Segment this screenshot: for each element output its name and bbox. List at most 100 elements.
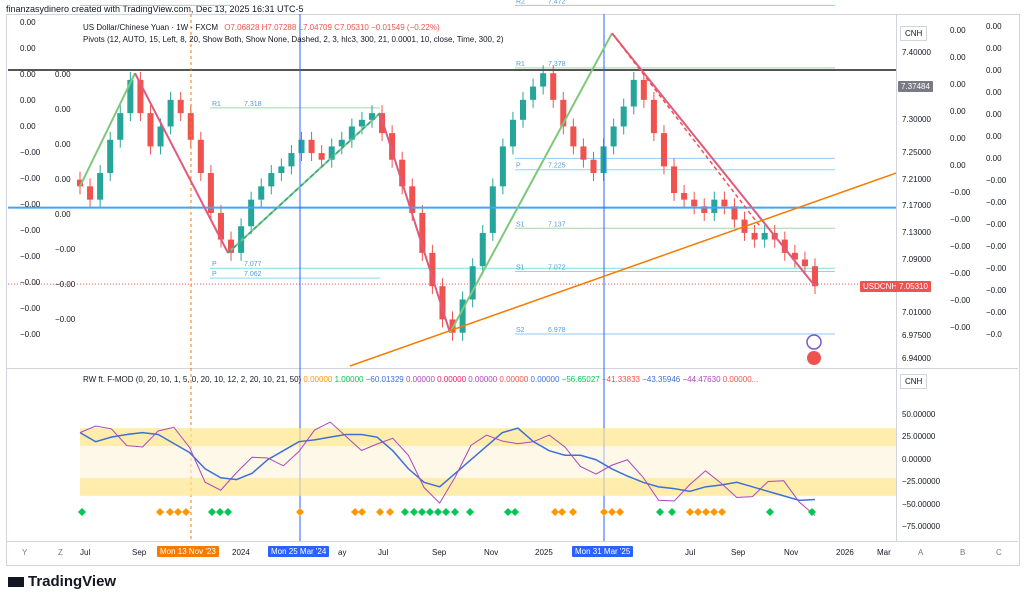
overlay-value: 0.00: [20, 96, 36, 105]
projection-dashed: [611, 32, 761, 227]
pivot-value: 7.472: [548, 0, 566, 5]
ohlc-low: L7.04709: [298, 23, 332, 32]
candle-body: [791, 252, 798, 260]
overlay-value: −0.00: [20, 304, 41, 313]
candle-body: [348, 126, 355, 140]
candle-body: [630, 79, 637, 107]
indicator-value: 1.00000: [332, 375, 364, 384]
time-label: 2025: [535, 548, 553, 557]
pivot-label: S1: [516, 221, 525, 228]
scale-toggle[interactable]: A: [918, 548, 924, 557]
candle-body: [519, 99, 527, 120]
price-tick: 6.97500: [902, 331, 931, 341]
time-label: Sep: [132, 548, 147, 557]
indicator-value: 0.00000: [466, 375, 498, 384]
price-tick: 7.17000: [902, 201, 931, 211]
overlay-value: 0.00: [986, 110, 1002, 119]
price-tick: 6.94000: [902, 354, 931, 364]
pivot-value: 7.225: [548, 163, 566, 170]
flag-icon: [807, 351, 821, 365]
pane-divider[interactable]: [6, 368, 1018, 369]
overlay-value: 0.00: [950, 107, 966, 116]
overlay-value: 0.00: [55, 210, 71, 219]
signal-diamond: [600, 508, 608, 516]
price-tick: 7.30000: [902, 114, 931, 124]
time-label: Jul: [685, 548, 696, 557]
candle-body: [197, 139, 204, 174]
overlay-value: −0.00: [20, 278, 41, 287]
pivot-value: 7.062: [244, 271, 262, 278]
indicator-value: 0.00000: [303, 375, 333, 384]
candle-body: [248, 199, 255, 227]
scale-toggle[interactable]: B: [960, 548, 966, 557]
signal-diamond: [702, 508, 710, 516]
scale-toggle[interactable]: Y: [22, 548, 28, 557]
pivots-indicator-title[interactable]: Pivots (12, AUTO, 15, Left, 8, 20, Show …: [83, 35, 504, 44]
pivot-label: R1: [516, 61, 525, 68]
signal-diamond: [426, 508, 434, 516]
ohlc-close: C7.05310: [334, 23, 369, 32]
candle-body: [107, 139, 114, 174]
tradingview-logo[interactable]: TradingView: [8, 573, 116, 590]
symbol-title[interactable]: US Dollar/Chinese Yuan · 1W · FXCM O7.06…: [83, 23, 440, 32]
candle-body: [560, 99, 567, 127]
indicator-title[interactable]: RW ft. F-MOD (0, 20, 10, 1, 5, 0, 20, 10…: [83, 375, 758, 384]
candle-body: [97, 173, 104, 200]
signal-diamond: [174, 508, 182, 516]
zigzag-leg: [611, 32, 816, 287]
indicator-value: 0.00000...: [720, 375, 759, 384]
projection-dashed: [227, 112, 381, 254]
mid-zone: [80, 446, 896, 478]
time-marker-mar25: Mon 31 Mar '25: [572, 546, 634, 557]
signal-diamond: [358, 508, 366, 516]
signal-diamond: [296, 508, 304, 516]
pivot-value: 7.072: [548, 265, 566, 272]
pivot-label: S1: [516, 265, 525, 272]
candle-body: [530, 86, 537, 100]
overlay-value: −0.00: [55, 315, 76, 324]
overlay-value: 0.00: [950, 161, 966, 170]
signal-diamond: [166, 508, 174, 516]
overlay-value: −0.00: [950, 215, 971, 224]
candle-body: [761, 232, 768, 240]
zigzag-leg: [449, 32, 613, 334]
indicator-currency-label[interactable]: CNH: [900, 374, 928, 389]
signal-diamond: [718, 508, 726, 516]
candle-body: [268, 173, 275, 187]
signal-diamond: [442, 508, 450, 516]
overlay-value: 0.00: [950, 53, 966, 62]
ohlc-high: H7.07288: [261, 23, 297, 32]
overlay-value: −0.00: [950, 323, 971, 332]
currency-label[interactable]: CNH: [900, 26, 928, 41]
overlay-value: −0.00: [986, 264, 1007, 273]
candle-body: [177, 99, 184, 114]
indicator-value: 0.00000: [434, 375, 467, 384]
candle-body: [811, 266, 819, 287]
indicator-value: −60.01329: [363, 375, 404, 384]
overlay-value: −0.00: [950, 296, 971, 305]
time-axis-divider: [6, 541, 1018, 542]
pivot-value: 7.318: [244, 101, 262, 108]
candle-body: [509, 119, 516, 147]
signal-diamond: [686, 508, 694, 516]
candle-body: [167, 99, 174, 127]
scale-toggle[interactable]: C: [996, 548, 1002, 557]
scale-toggle[interactable]: Z: [58, 548, 63, 557]
candle-body: [87, 186, 94, 200]
overlay-value: −0.00: [20, 252, 41, 261]
indicator-value: 0.00000: [403, 375, 435, 384]
overlay-value: 0.00: [986, 154, 1002, 163]
pivot-label: S2: [516, 327, 525, 334]
signal-diamond: [504, 508, 512, 516]
overlay-value: 0.00: [986, 22, 1002, 31]
ohlc-open: O7.06828: [224, 23, 260, 32]
overlay-value: 0.00: [950, 26, 966, 35]
indicator-tick: −50.00000: [902, 499, 941, 509]
candle-body: [640, 79, 647, 100]
overlay-value: 0.00: [20, 122, 36, 131]
candle-body: [540, 73, 547, 87]
candle-body: [479, 232, 486, 267]
candle-body: [781, 239, 788, 253]
candle-body: [389, 133, 396, 160]
